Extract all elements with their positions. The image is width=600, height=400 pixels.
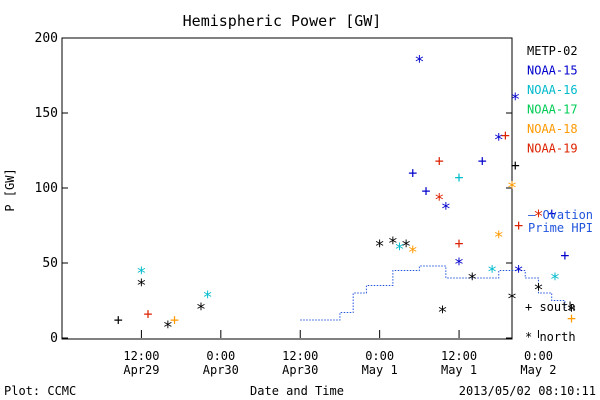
data-point-noaa-16-north: * — [394, 240, 404, 260]
x-tick-date-label: May 2 — [520, 363, 556, 377]
data-point-metp-02-north: * — [467, 270, 477, 290]
marker-legend-south: + south — [525, 300, 576, 314]
ovation-line-series — [300, 265, 566, 321]
y-tick-label: 50 — [42, 256, 58, 271]
marker-legend-north: * north — [525, 330, 576, 344]
data-point-noaa-16-north: * — [550, 270, 560, 290]
data-point-metp-02-north: * — [136, 276, 146, 296]
data-point-noaa-15-north: * — [454, 255, 464, 275]
x-tick-date-label: Apr29 — [123, 363, 159, 377]
data-point-noaa-19-south: + — [455, 235, 464, 253]
x-tick-label: 12:00 — [123, 349, 159, 363]
data-point-noaa-16-north: * — [136, 264, 146, 284]
data-point-noaa-15-north: * — [441, 200, 451, 220]
data-point-noaa-18-north: * — [408, 243, 418, 263]
legend-entry-noaa-17: NOAA-17 — [527, 103, 578, 117]
data-point-noaa-16-north: * — [487, 263, 497, 283]
x-tick-label: 0:00 — [524, 349, 553, 363]
legend-entry-noaa-18: NOAA-18 — [527, 122, 578, 136]
data-point-noaa-15-south: + — [560, 247, 569, 265]
data-point-noaa-15-south: + — [547, 205, 556, 223]
data-point-noaa-19-south: + — [501, 127, 510, 145]
plot-frame — [61, 37, 513, 340]
data-point-noaa-15-north: * — [510, 90, 520, 110]
data-point-noaa-19-north: * — [533, 207, 543, 227]
x-tick-date-label: Apr30 — [203, 363, 239, 377]
ovation-legend-line1: – Ovation — [528, 208, 593, 222]
legend-entry-noaa-15: NOAA-15 — [527, 64, 578, 78]
y-tick-label: 0 — [50, 331, 58, 346]
x-axis-label: Date and Time — [250, 384, 344, 398]
legend-entry-noaa-16: NOAA-16 — [527, 83, 578, 97]
data-point-metp-02-south: + — [114, 311, 123, 329]
data-point-noaa-19-south: + — [144, 305, 153, 323]
y-tick-label: 150 — [35, 106, 58, 121]
data-point-noaa-15-north: * — [414, 53, 424, 73]
legend-entry-metp-02: METP-02 — [527, 44, 578, 58]
x-tick-date-label: Apr30 — [282, 363, 318, 377]
data-point-metp-02-north: * — [566, 302, 576, 322]
data-point-metp-02-south: + — [511, 157, 520, 175]
data-point-noaa-15-south: + — [408, 164, 417, 182]
ovation-legend-line2: Prime HPI — [528, 221, 593, 235]
data-point-noaa-18-north: * — [507, 179, 517, 199]
x-tick-label: 12:00 — [282, 349, 318, 363]
data-point-metp-02-north: * — [163, 318, 173, 338]
footer-timestamp: 2013/05/02 08:10:11 — [459, 384, 596, 398]
data-point-noaa-15-north: * — [494, 131, 504, 151]
data-point-metp-02-north: * — [401, 237, 411, 257]
y-tick-label: 100 — [35, 181, 58, 196]
data-point-noaa-18-south: + — [567, 310, 576, 328]
x-tick-label: 0:00 — [206, 349, 235, 363]
x-tick-label: 0:00 — [365, 349, 394, 363]
marker-legend: + south * north — [525, 300, 576, 344]
y-tick-label: 200 — [35, 31, 58, 46]
legend-entry-noaa-19: NOAA-19 — [527, 142, 578, 156]
x-tick-date-label: May 1 — [362, 363, 398, 377]
footer-plot-credit: Plot: CCMC — [4, 384, 76, 398]
data-point-noaa-15-north: * — [513, 263, 523, 283]
data-point-noaa-15-south: + — [421, 182, 430, 200]
data-point-metp-02-north: * — [507, 290, 517, 310]
data-point-noaa-18-north: * — [494, 228, 504, 248]
data-point-noaa-19-south: + — [435, 152, 444, 170]
data-point-metp-02-north: * — [196, 300, 206, 320]
data-point-metp-02-north: * — [437, 303, 447, 323]
x-tick-date-label: May 1 — [441, 363, 477, 377]
x-tick-label: 12:00 — [441, 349, 477, 363]
data-point-metp-02-north: * — [388, 234, 398, 254]
data-point-metp-02-north: * — [375, 237, 385, 257]
y-axis-label: P [GW] — [3, 168, 17, 211]
data-point-noaa-16-south: + — [455, 169, 464, 187]
chart-title: Hemispheric Power [GW] — [183, 12, 382, 30]
y-axis: 0 50 100 150 200 — [35, 31, 512, 346]
data-point-noaa-16-north: * — [202, 288, 212, 308]
data-points: +**** * ****+**+*+**+***++***+* *+***+++*++… — [114, 53, 577, 339]
data-point-noaa-15-south: + — [478, 152, 487, 170]
data-point-noaa-18-south: + — [170, 311, 179, 329]
ovation-prime-hpi-line — [300, 265, 566, 321]
data-point-metp-02-north: * — [533, 281, 543, 301]
data-point-noaa-19-south: + — [514, 217, 523, 235]
data-point-noaa-19-north: * — [434, 191, 444, 211]
legend: METP-02 NOAA-15 NOAA-16 NOAA-17 NOAA-18 NOAA-… — [527, 44, 578, 156]
